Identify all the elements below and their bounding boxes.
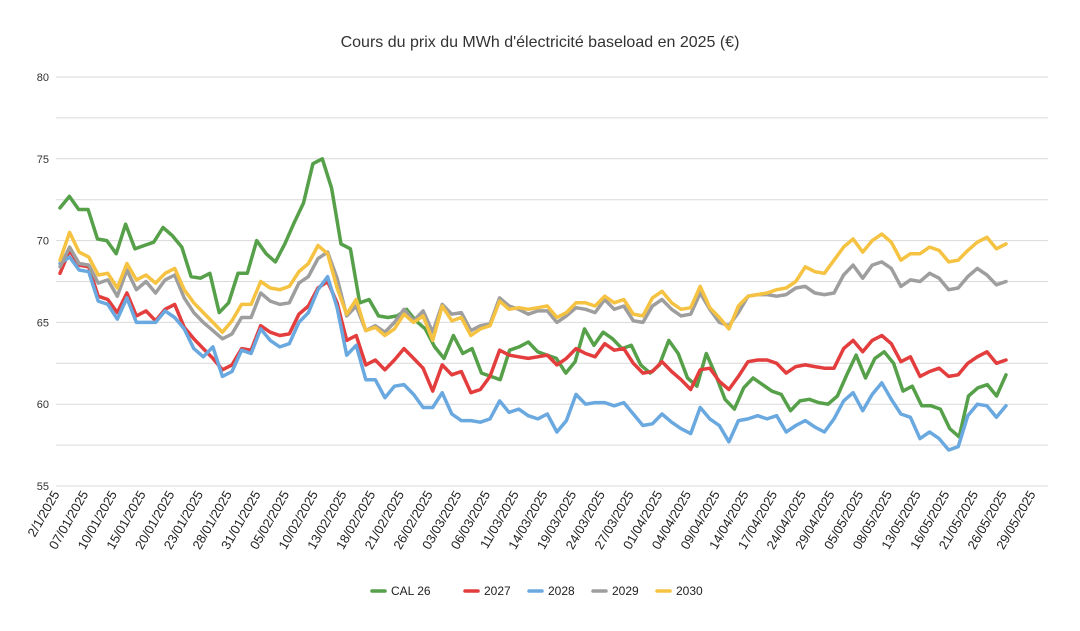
- x-axis-ticks: 2/1/202507/01/202510/01/202515/01/202520…: [24, 488, 1038, 552]
- legend-label: CAL 26: [391, 584, 431, 598]
- y-tick-label: 60: [37, 399, 49, 411]
- legend-label: 2030: [676, 584, 703, 598]
- y-tick-label: 70: [37, 236, 49, 248]
- series-line-4: [58, 230, 1008, 343]
- legend: CAL 26 2027 2028 2029 2030: [370, 584, 703, 598]
- series-line-2: [58, 255, 1008, 452]
- gridlines: [56, 76, 1048, 487]
- y-axis-ticks: 55 60 65 70 75 80: [37, 72, 49, 493]
- legend-label: 2027: [484, 584, 511, 598]
- chart-title: Cours du prix du MWh d'électricité basel…: [341, 34, 740, 51]
- y-tick-label: 75: [37, 154, 49, 166]
- series-line-0: [58, 157, 1008, 439]
- legend-label: 2028: [548, 584, 575, 598]
- y-tick-label: 80: [37, 72, 49, 84]
- series-lines: [58, 157, 1008, 452]
- y-tick-label: 55: [37, 481, 49, 493]
- legend-label: 2029: [612, 584, 639, 598]
- y-tick-label: 65: [37, 317, 49, 329]
- series-line-3: [58, 245, 1008, 341]
